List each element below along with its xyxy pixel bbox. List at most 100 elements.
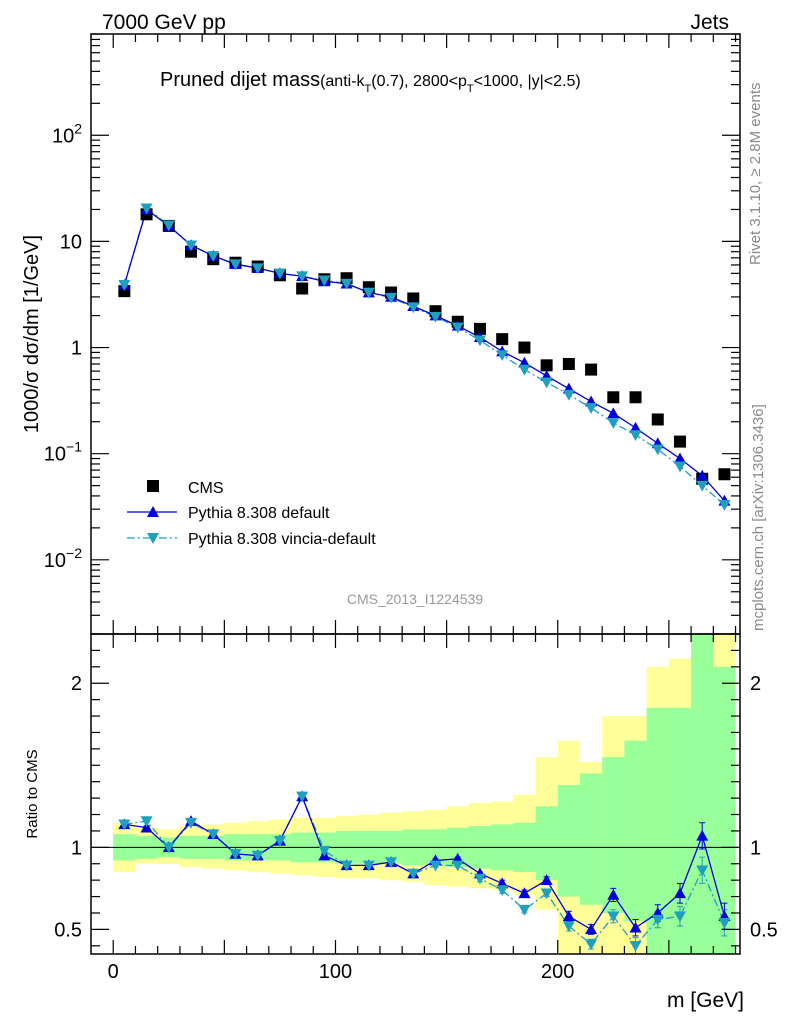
vincia-data-point xyxy=(540,377,553,389)
cms-data-point xyxy=(562,357,575,370)
x-tick-label: 0 xyxy=(108,961,119,983)
ratio-point-vincia xyxy=(673,911,686,923)
ratio-point-vincia xyxy=(229,849,242,860)
band-inner-bin xyxy=(668,707,692,954)
vincia-data-point xyxy=(651,444,664,456)
default-data-point xyxy=(629,421,642,433)
vincia-data-point xyxy=(318,275,331,287)
title-main: Pruned dijet mass xyxy=(160,69,320,91)
cms-data-point xyxy=(718,468,731,481)
vincia-data-point xyxy=(518,364,531,376)
vincia-data-point xyxy=(407,302,420,314)
vincia-data-point xyxy=(473,335,486,347)
ratio-point-vincia xyxy=(607,911,620,923)
legend-label-vincia: Pythia 8.308 vincia-default xyxy=(188,531,376,548)
ratio-point-vincia xyxy=(407,868,420,880)
ratio-point-vincia xyxy=(496,885,509,896)
vincia-data-point xyxy=(429,311,442,323)
x-tick-label: 200 xyxy=(541,961,574,983)
ratio-point-vincia xyxy=(362,860,375,872)
title-sub-mid: (0.7), 2800<p xyxy=(371,73,467,90)
ratio-point-vincia xyxy=(318,845,331,857)
ratio-point-vincia xyxy=(562,921,575,933)
title-sub-t2: T xyxy=(467,83,474,95)
ratio-point-vincia xyxy=(207,829,220,841)
vincia-data-point xyxy=(629,430,642,441)
cms-data-point xyxy=(607,391,620,404)
vincia-data-point xyxy=(696,480,709,492)
ratio-point-vincia xyxy=(185,817,198,829)
ratio-point-vincia xyxy=(451,860,464,872)
legend-label-cms: CMS xyxy=(188,480,224,497)
vincia-data-point xyxy=(185,240,198,252)
ratio-point-vincia xyxy=(696,865,709,877)
ratio-y-tick-label-right: 2 xyxy=(750,673,761,695)
cms-data-point xyxy=(296,282,309,295)
x-axis-label: m [GeV] xyxy=(667,989,744,1012)
analysis-watermark: CMS_2013_I1224539 xyxy=(347,591,483,607)
uncertainty-bands xyxy=(113,634,736,954)
ratio-y-tick-label: 0.5 xyxy=(54,919,82,941)
vincia-data-point xyxy=(296,271,309,283)
band-inner-bin xyxy=(646,707,669,954)
vincia-data-point xyxy=(362,287,375,299)
ratio-point-vincia xyxy=(140,816,153,828)
x-tick-label: 100 xyxy=(319,961,352,983)
axis-ticks: 0 100 200 10−2 10−1 1 10 102 0.5 0.5 1 1 2 2 xyxy=(44,33,778,983)
ratio-point-vincia xyxy=(251,850,264,862)
main-y-tick-label: 10−2 xyxy=(44,545,82,572)
vincia-data-point xyxy=(118,280,131,291)
band-inner-bin xyxy=(602,757,625,913)
ratio-point-vincia xyxy=(585,939,598,951)
ratio-point-vincia xyxy=(118,819,131,831)
title-sub-pre: (anti-k xyxy=(320,73,365,90)
band-inner-bin xyxy=(557,784,580,897)
cms-data-point xyxy=(585,363,598,376)
vincia-data-point xyxy=(207,251,220,262)
ratio-point-default xyxy=(696,829,709,841)
ratio-line-default xyxy=(124,794,726,931)
vincia-data-point xyxy=(251,263,264,275)
ratio-point-vincia xyxy=(162,842,175,854)
header-jets-label: Jets xyxy=(690,11,729,34)
cms-data-point xyxy=(540,359,553,372)
main-panel-series xyxy=(118,203,731,511)
legend-label-default: Pythia 8.308 default xyxy=(188,505,330,522)
mcplots-label: mcplots.cern.ch [arXiv:1306.3436] xyxy=(750,404,767,631)
title-sub-t: T xyxy=(365,83,372,95)
ratio-point-vincia xyxy=(518,904,531,916)
main-y-axis-label: 1000/σ dσ/dm [1/GeV] xyxy=(21,235,43,433)
default-data-point xyxy=(696,469,709,481)
ratio-point-vincia xyxy=(296,791,309,803)
default-data-point xyxy=(673,452,686,464)
band-inner-bin xyxy=(624,740,647,922)
ratio-y-tick-label-right: 0.5 xyxy=(750,919,778,941)
cms-data-point xyxy=(473,322,486,335)
ratio-point-default xyxy=(540,874,553,885)
ratio-point-default xyxy=(518,887,531,899)
vincia-data-point xyxy=(340,278,353,290)
vincia-data-point xyxy=(718,499,731,511)
band-inner-bin xyxy=(535,806,558,881)
ratio-point-vincia xyxy=(629,940,642,952)
main-y-tick-label: 102 xyxy=(52,120,82,147)
series-line-vincia xyxy=(123,207,725,506)
header-energy-label: 7000 GeV pp xyxy=(102,11,226,34)
series-line-default xyxy=(123,208,725,502)
main-y-tick-label: 10−1 xyxy=(44,439,82,466)
ratio-point-vincia xyxy=(340,860,353,872)
vincia-data-point xyxy=(162,220,175,232)
ratio-point-default xyxy=(562,910,575,922)
legend: CMS Pythia 8.308 default Pythia 8.308 vi… xyxy=(127,480,376,548)
cms-data-point xyxy=(651,413,664,426)
cms-data-point xyxy=(629,391,642,404)
band-inner-bin xyxy=(691,634,714,954)
title-sub-post: <1000, |y|<2.5) xyxy=(474,73,581,90)
ratio-y-tick-label: 2 xyxy=(71,673,82,695)
vincia-data-point xyxy=(273,268,286,280)
ratio-point-vincia xyxy=(273,835,286,847)
ratio-point-vincia xyxy=(540,888,553,900)
legend-marker-default xyxy=(147,506,159,517)
vincia-data-point xyxy=(451,322,464,334)
